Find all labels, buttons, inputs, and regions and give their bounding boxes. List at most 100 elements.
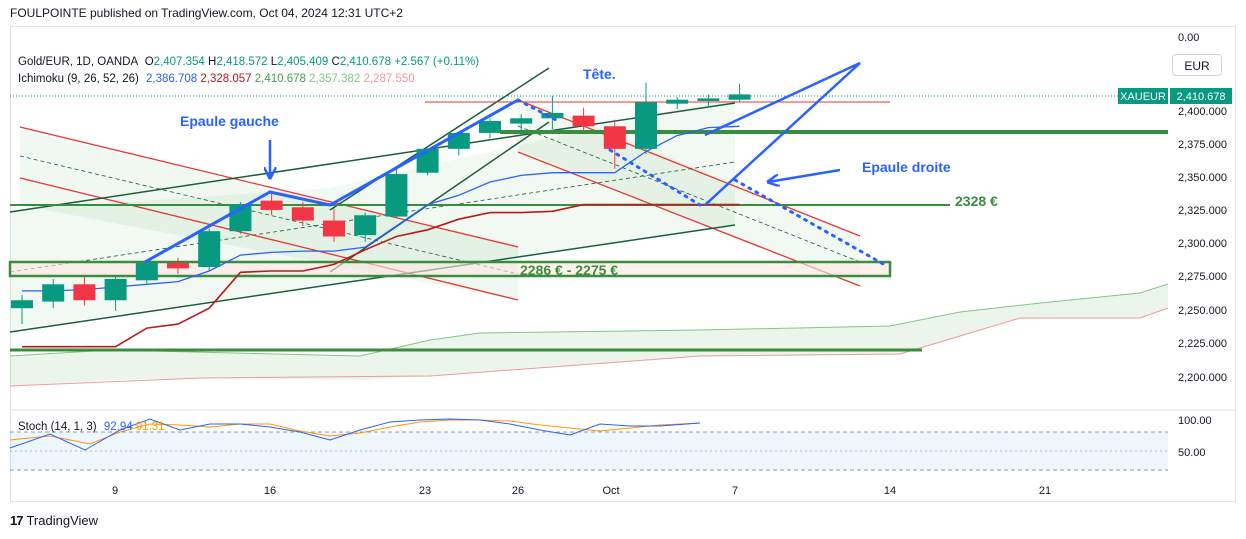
time-tick-label: 14 bbox=[884, 485, 896, 497]
time-tick-label: Oct bbox=[602, 485, 619, 497]
head-dotted-line bbox=[516, 98, 562, 124]
candle-body bbox=[697, 98, 720, 102]
time-tick-label: 9 bbox=[112, 485, 118, 497]
head-label: Tête. bbox=[583, 66, 616, 82]
candle-body bbox=[728, 94, 751, 100]
candle-body bbox=[260, 200, 283, 210]
green-ascending-upper bbox=[329, 67, 550, 211]
candle-body bbox=[447, 132, 470, 149]
stoch-d-value: 91.31 bbox=[135, 421, 165, 433]
legend-low-label: L bbox=[270, 56, 278, 68]
candle-body bbox=[167, 263, 189, 269]
ichimoku-name: Ichimoku (9, 26, 52, 26) bbox=[18, 73, 139, 85]
ichimoku-cloud bbox=[10, 284, 1168, 386]
candle-body bbox=[572, 115, 595, 127]
legend-change: +2.567 (+0.11%) bbox=[394, 56, 480, 68]
green-channel-upper bbox=[9, 102, 736, 213]
price-tag-value: 2,410.678 bbox=[1177, 91, 1226, 103]
time-axis[interactable]: 9 16 23 26 Oct 7 14 21 bbox=[112, 485, 1051, 497]
left-shoulder-label: Epaule gauche bbox=[180, 113, 279, 129]
projection-dotted-line bbox=[733, 178, 887, 267]
senkou-a-line bbox=[9, 283, 1169, 357]
dashed-mid-left bbox=[19, 155, 519, 275]
legend-ichimoku: Ichimoku (9, 26, 52, 26) 2,386.708 2,328… bbox=[18, 73, 415, 85]
time-tick-label: 21 bbox=[1039, 485, 1051, 497]
legend-symbol: Gold/EUR, 1D, OANDA bbox=[18, 56, 138, 68]
legend-open: 2,407.354 bbox=[153, 56, 205, 68]
green-channel-lower bbox=[9, 224, 736, 333]
price-tick-label: 2,400.000 bbox=[1178, 106, 1227, 118]
stoch-band bbox=[10, 432, 1168, 470]
candle-body bbox=[635, 102, 657, 149]
price-tag-symbol: XAUEUR bbox=[1120, 91, 1166, 103]
tradingview-name: TradingView bbox=[26, 513, 99, 528]
legend-open-label: O bbox=[144, 56, 154, 68]
big-arrow-line bbox=[704, 61, 861, 206]
legend-high-label: H bbox=[208, 56, 217, 68]
candle-body bbox=[42, 284, 65, 302]
price-tag-bg bbox=[1118, 88, 1168, 104]
ichimoku-kijun-value: 2,328.057 bbox=[200, 73, 252, 85]
right-shade-zone bbox=[518, 95, 860, 286]
price-tick-label: 2,200.000 bbox=[1178, 372, 1227, 384]
stoch-name: Stoch (14, 1, 3) bbox=[18, 421, 97, 433]
price-tick-label: 2,375.000 bbox=[1178, 139, 1227, 151]
price-tick-label: 0.00 bbox=[1178, 32, 1199, 44]
publisher-line: FOULPOINTE published on TradingView.com,… bbox=[10, 6, 403, 20]
stoch-k-line bbox=[9, 418, 701, 451]
ichimoku-senkou-a-value: 2,357.382 bbox=[309, 73, 361, 85]
candle-body bbox=[323, 220, 345, 237]
price-tag-value-bg bbox=[1170, 88, 1232, 104]
candle-body bbox=[385, 174, 408, 217]
price-tick-label: 2,275.000 bbox=[1178, 271, 1227, 283]
candles-group bbox=[11, 82, 751, 325]
stoch-d-line bbox=[9, 419, 701, 445]
candle-body bbox=[510, 118, 533, 124]
candle-body bbox=[666, 99, 689, 104]
candle-body bbox=[479, 120, 501, 133]
stoch-axis[interactable]: 100.00 50.00 bbox=[1178, 415, 1212, 459]
stoch-tick-label: 50.00 bbox=[1178, 447, 1206, 459]
candle-body bbox=[291, 207, 314, 221]
tenkan-line bbox=[22, 125, 740, 292]
candle-body bbox=[135, 263, 158, 281]
tradingview-logo[interactable]: 17 TradingView bbox=[10, 513, 98, 528]
level-2328-label: 2328 € bbox=[955, 193, 998, 209]
candle-body bbox=[541, 112, 564, 119]
price-tick-label: 2,300.000 bbox=[1178, 238, 1227, 250]
time-tick-label: 7 bbox=[732, 485, 738, 497]
price-tick-label: 2,225.000 bbox=[1178, 338, 1227, 350]
tradingview-mark-icon: 17 bbox=[10, 513, 24, 528]
candle-body bbox=[603, 126, 626, 149]
candle-body bbox=[354, 215, 377, 236]
support-zone-label: 2286 € - 2275 € bbox=[520, 262, 618, 278]
candle-body bbox=[104, 278, 127, 301]
right-shoulder-label: Epaule droite bbox=[862, 159, 951, 175]
stoch-tick-label: 100.00 bbox=[1178, 415, 1212, 427]
legend-close: 2,410.678 bbox=[339, 56, 391, 68]
legend-close-label: C bbox=[331, 56, 340, 68]
legend-stoch: Stoch (14, 1, 3) 92.94 91.31 bbox=[18, 421, 165, 433]
price-tick-label: 2,350.000 bbox=[1178, 172, 1227, 184]
kijun-line bbox=[22, 203, 740, 348]
dashed-mid-right bbox=[517, 125, 861, 263]
support-zone-box bbox=[8, 260, 892, 278]
ichimoku-senkou-b-value: 2,287.550 bbox=[363, 73, 415, 85]
stoch-k-value: 92.94 bbox=[103, 421, 133, 433]
time-tick-label: 16 bbox=[264, 485, 276, 497]
candle-body bbox=[73, 284, 96, 301]
legend-low: 2,405.409 bbox=[277, 56, 329, 68]
price-axis[interactable]: 0.00 2,400.000 2,375.000 2,350.000 2,325.000… bbox=[1178, 32, 1227, 384]
price-tick-label: 2,250.000 bbox=[1178, 305, 1227, 317]
head-shoulders-drawing bbox=[144, 98, 519, 264]
currency-button[interactable]: EUR bbox=[1172, 54, 1222, 76]
price-tick-label: 2,325.000 bbox=[1178, 205, 1227, 217]
candle-body bbox=[11, 300, 33, 309]
right-shoulder-arrow bbox=[768, 168, 841, 182]
candle-body bbox=[416, 148, 439, 173]
senkou-b-line bbox=[9, 307, 1169, 387]
legend-ohlc: Gold/EUR, 1D, OANDA O2,407.354 H2,418.57… bbox=[18, 56, 479, 68]
time-tick-label: 26 bbox=[512, 485, 524, 497]
candle-body bbox=[198, 231, 221, 268]
